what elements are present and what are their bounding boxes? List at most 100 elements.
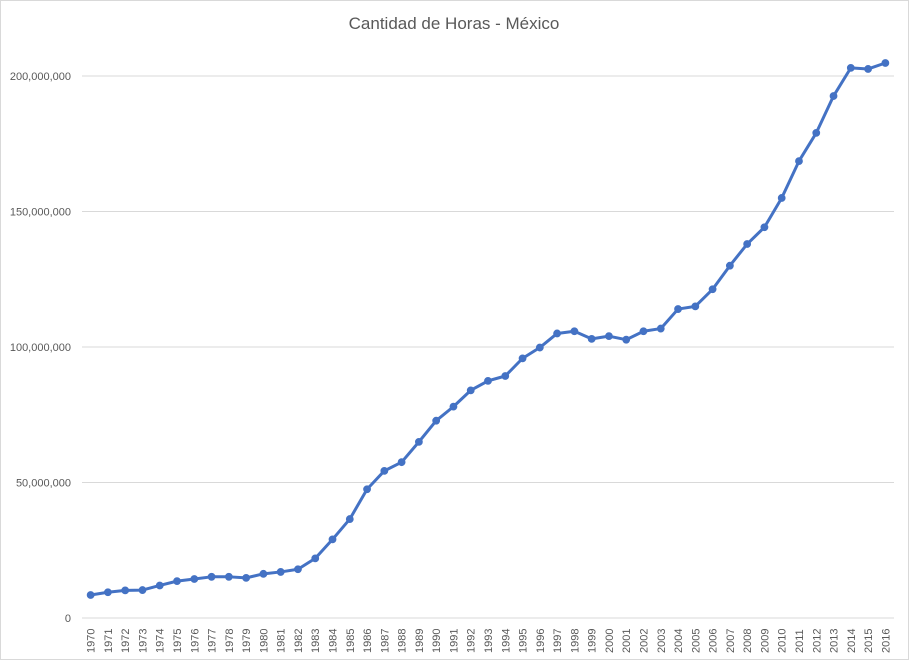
x-tick-label: 2004	[673, 629, 685, 653]
data-point	[414, 437, 423, 446]
data-point	[829, 92, 838, 100]
x-tick-label: 2011	[794, 629, 806, 653]
x-tick-label: 1978	[224, 629, 236, 653]
x-tick-label: 1971	[103, 629, 115, 653]
x-tick-label: 2007	[725, 629, 737, 653]
data-point	[691, 302, 700, 311]
x-tick-label: 1993	[483, 629, 495, 653]
data-point	[760, 223, 769, 232]
data-point	[224, 572, 233, 581]
x-tick-label: 1994	[500, 629, 512, 653]
x-tick-label: 1988	[397, 629, 409, 653]
data-point	[812, 129, 821, 137]
data-point	[294, 565, 302, 574]
x-tick-label: 1999	[587, 629, 599, 653]
data-point	[795, 157, 803, 165]
x-tick-label: 2010	[777, 629, 789, 653]
data-point	[242, 573, 251, 582]
y-tick-label: 100,000,000	[10, 342, 71, 354]
x-tick-label: 1975	[172, 629, 184, 653]
x-tick-label: 2015	[863, 629, 875, 653]
data-point	[656, 324, 665, 333]
data-point	[484, 376, 492, 385]
data-point	[345, 515, 354, 523]
x-tick-label: 1992	[466, 629, 478, 653]
data-point	[622, 335, 631, 344]
data-point	[173, 577, 181, 586]
data-points	[86, 59, 890, 599]
x-tick-label: 1976	[189, 629, 201, 653]
data-point	[380, 466, 389, 475]
data-point	[587, 334, 596, 343]
data-point	[570, 327, 579, 336]
x-tick-label: 1986	[362, 629, 374, 653]
data-point	[155, 581, 164, 590]
data-point	[725, 261, 734, 270]
data-point	[846, 63, 855, 72]
x-tick-label: 1984	[328, 629, 340, 653]
data-point	[466, 386, 475, 395]
data-point	[121, 586, 130, 595]
x-tick-label: 2003	[656, 629, 668, 653]
y-tick-label: 50,000,000	[16, 478, 71, 490]
x-tick-label: 2002	[638, 629, 650, 653]
data-point	[777, 194, 786, 202]
data-point	[276, 568, 285, 576]
x-tick-label: 1973	[137, 629, 149, 653]
x-tick-label: 1995	[518, 629, 530, 653]
x-tick-label: 1985	[345, 629, 357, 653]
x-tick-label: 2016	[880, 629, 892, 653]
data-point	[881, 59, 890, 67]
x-tick-label: 1989	[414, 629, 426, 653]
x-tick-label: 1983	[310, 629, 322, 653]
data-point	[207, 572, 216, 581]
x-tick-label: 2014	[846, 629, 858, 653]
series-line	[89, 61, 887, 597]
x-axis-tick-labels: 1970 1971 1972 1973 1974 1975 1976 1977 1978 1979…	[86, 629, 893, 653]
x-tick-label: 1970	[86, 629, 98, 653]
chart-title: Cantidad de Horas - México	[349, 14, 560, 33]
data-point	[535, 343, 544, 352]
data-point	[86, 591, 95, 599]
data-point	[397, 458, 406, 467]
x-tick-label: 1990	[431, 629, 443, 653]
x-tick-label: 1982	[293, 629, 305, 653]
x-tick-label: 2001	[621, 629, 633, 653]
x-tick-label: 2008	[742, 629, 754, 653]
data-point	[518, 354, 527, 363]
data-point	[259, 569, 268, 578]
data-point	[553, 329, 562, 338]
data-point	[363, 485, 371, 494]
data-point	[190, 575, 199, 583]
x-tick-label: 1977	[207, 629, 219, 653]
y-tick-label: 150,000,000	[10, 207, 71, 219]
x-tick-label: 1998	[569, 629, 581, 653]
gridlines	[82, 75, 894, 619]
x-tick-label: 2009	[759, 629, 771, 653]
x-tick-label: 1972	[120, 629, 132, 653]
x-tick-label: 1974	[155, 629, 167, 653]
data-point	[432, 416, 441, 425]
data-point	[104, 588, 112, 597]
data-point	[674, 305, 682, 313]
data-point	[708, 285, 717, 294]
data-point	[639, 327, 648, 336]
x-tick-label: 1981	[276, 629, 288, 653]
data-point	[864, 65, 872, 73]
data-point	[311, 554, 320, 563]
data-point	[605, 332, 613, 341]
x-tick-label: 2013	[829, 629, 841, 653]
data-point	[138, 586, 147, 594]
data-point	[449, 402, 458, 411]
data-point	[501, 372, 510, 380]
data-point	[743, 240, 752, 248]
x-tick-label: 1980	[258, 629, 270, 653]
x-tick-label: 1991	[448, 629, 460, 653]
x-tick-label: 1997	[552, 629, 564, 653]
x-tick-label: 2006	[708, 629, 720, 653]
x-tick-label: 1979	[241, 629, 253, 653]
x-tick-label: 1987	[379, 629, 391, 653]
y-tick-label: 0	[65, 613, 71, 625]
